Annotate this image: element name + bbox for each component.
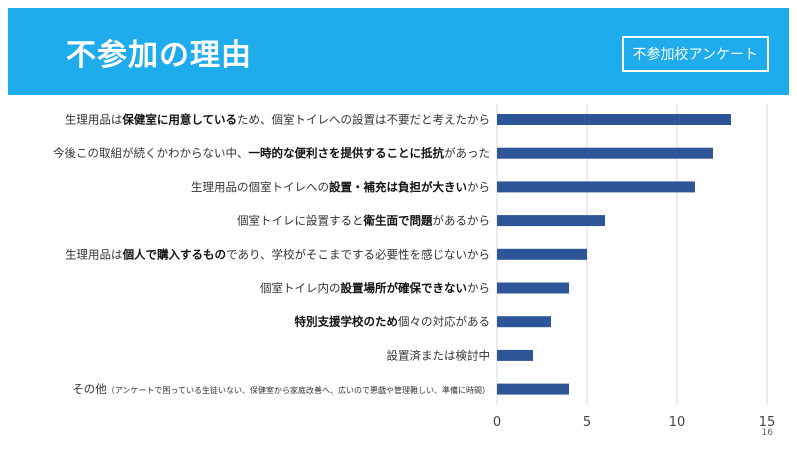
category-label: 生理用品は保健室に用意しているため、個室トイレへの設置は不要だと考えたから: [65, 113, 490, 127]
category-label: 個室トイレ内の設置場所が確保できないから: [260, 281, 490, 295]
x-tick-label: 5: [583, 415, 591, 430]
bar: [497, 349, 533, 361]
category-label: 生理用品の個室トイレへの設置・補充は負担が大きいから: [191, 180, 490, 194]
bars: [497, 114, 731, 395]
category-label: 設置済または検討中: [387, 348, 491, 362]
bar: [497, 181, 695, 193]
category-label: 特別支援学校のため個々の対応がある: [295, 315, 491, 329]
x-tick-label: 15: [759, 415, 776, 430]
survey-badge: 不参加校アンケート: [621, 36, 769, 72]
category-label: 生理用品は個人で購入するものであり、学校がそこまでする必要性を感じないから: [65, 247, 490, 261]
bar: [497, 282, 569, 294]
bar-chart: 生理用品は保健室に用意しているため、個室トイレへの設置は不要だと考えたから今後こ…: [53, 104, 775, 430]
bar: [497, 316, 551, 328]
bar: [497, 383, 569, 395]
category-label: 今後この取組が続くかわからない中、一時的な便利さを提供することに抵抗があった: [53, 146, 490, 160]
x-tick-label: 0: [493, 415, 501, 430]
category-label: 個室トイレに設置すると衛生面で問題があるから: [237, 214, 490, 228]
x-tick-label: 10: [669, 415, 686, 430]
category-labels: 生理用品は保健室に用意しているため、個室トイレへの設置は不要だと考えたから今後こ…: [53, 113, 490, 397]
x-axis-ticks: 0 5 10 15: [493, 415, 775, 430]
bar: [497, 147, 713, 159]
bar: [497, 114, 731, 125]
bar: [497, 215, 605, 227]
page-number: 16: [761, 428, 773, 438]
title-banner: 不参加の理由 不参加校アンケート: [8, 8, 789, 95]
category-label: その他（アンケートで困っている生徒いない、保健室から家庭改善へ、広いので悪戯や管…: [72, 382, 490, 396]
bar: [497, 248, 587, 260]
slide-title: 不参加の理由: [66, 38, 252, 73]
